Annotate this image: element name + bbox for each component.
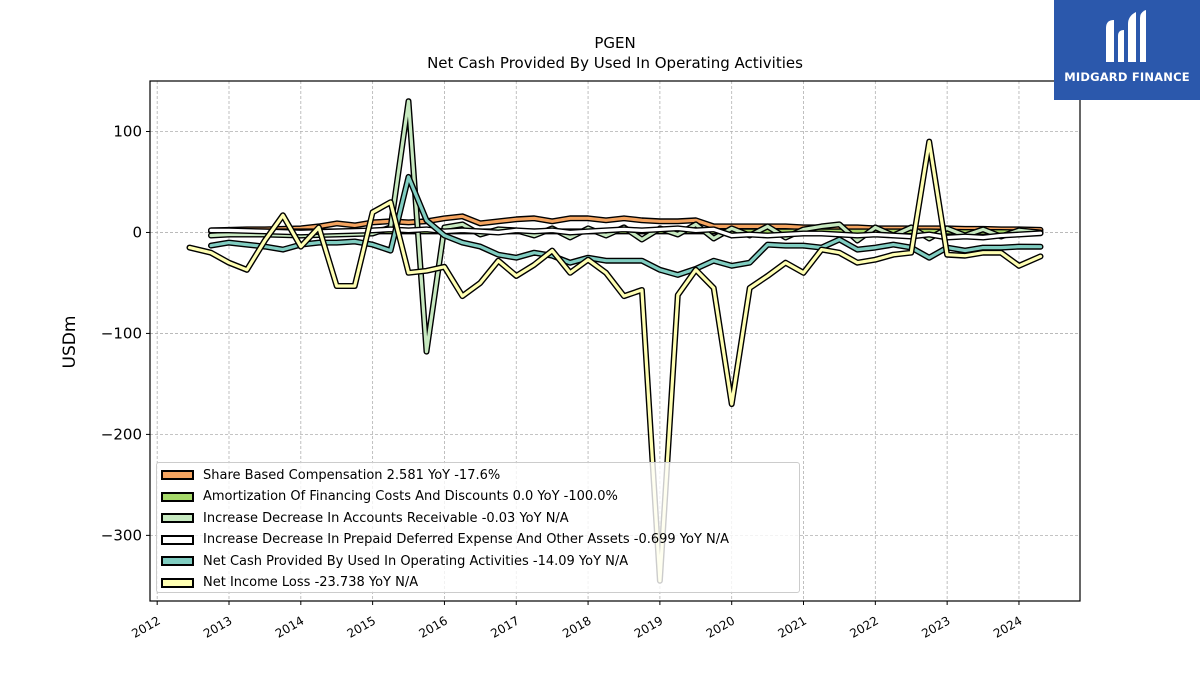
legend-label: Net Income Loss -23.738 YoY N/A [203,575,419,590]
x-tick-label: 2020 [704,613,737,640]
x-tick-label: 2022 [847,613,880,640]
chart-subtitle: Net Cash Provided By Used In Operating A… [427,54,803,72]
legend-swatch [161,491,194,502]
x-tick-label: 2012 [129,613,162,640]
x-tick-label: 2014 [273,613,306,640]
legend-swatch [161,534,194,545]
x-tick-label: 2024 [991,613,1024,640]
legend-swatch [161,577,194,588]
legend-item: Share Based Compensation 2.581 YoY -17.6… [161,466,500,484]
legend-item: Net Income Loss -23.738 YoY N/A [161,574,418,592]
x-tick-label: 2023 [919,613,952,640]
legend-swatch [161,470,194,480]
x-tick-label: 2019 [632,613,665,640]
plot-frame [149,80,1081,602]
y-tick-label: −200 [101,425,142,443]
legend-item: Increase Decrease In Prepaid Deferred Ex… [161,531,729,549]
y-tick-label: −300 [101,526,142,544]
x-tick-label: 2018 [560,613,593,640]
y-tick-label: −100 [101,324,142,342]
legend-item: Net Cash Provided By Used In Operating A… [161,552,628,570]
legend-swatch [161,513,194,523]
brand-logo: MIDGARD FINANCE [1054,0,1200,100]
legend-label: Increase Decrease In Prepaid Deferred Ex… [203,532,730,547]
series-layer [186,98,1044,584]
legend-label: Amortization Of Financing Costs And Disc… [203,489,618,504]
legend-swatch [161,556,194,566]
legend-item: Amortization Of Financing Costs And Disc… [161,488,618,506]
x-tick-label: 2016 [416,613,449,640]
y-tick-label: 100 [113,122,142,140]
series-line [209,175,1043,277]
chart-title: PGEN [594,34,635,52]
x-tick-label: 2017 [488,613,521,640]
brand-name: MIDGARD FINANCE [1064,70,1190,84]
x-tick-label: 2021 [776,613,809,640]
series-5 [186,138,1044,584]
y-tick-label: 0 [132,223,142,241]
midgard-logo-icon [1106,10,1146,62]
legend-label: Net Cash Provided By Used In Operating A… [203,553,629,569]
x-tick-label: 2013 [201,613,234,640]
legend-item: Increase Decrease In Accounts Receivable… [161,509,569,527]
y-axis-label: USDm [60,316,80,369]
legend-label: Share Based Compensation 2.581 YoY -17.6… [203,467,501,483]
series-line [187,140,1043,583]
legend: Share Based Compensation 2.581 YoY -17.6… [156,462,800,593]
x-tick-label: 2015 [345,613,378,640]
series-4 [208,173,1044,278]
legend-label: Increase Decrease In Accounts Receivable… [203,510,569,526]
grid [150,81,1080,601]
